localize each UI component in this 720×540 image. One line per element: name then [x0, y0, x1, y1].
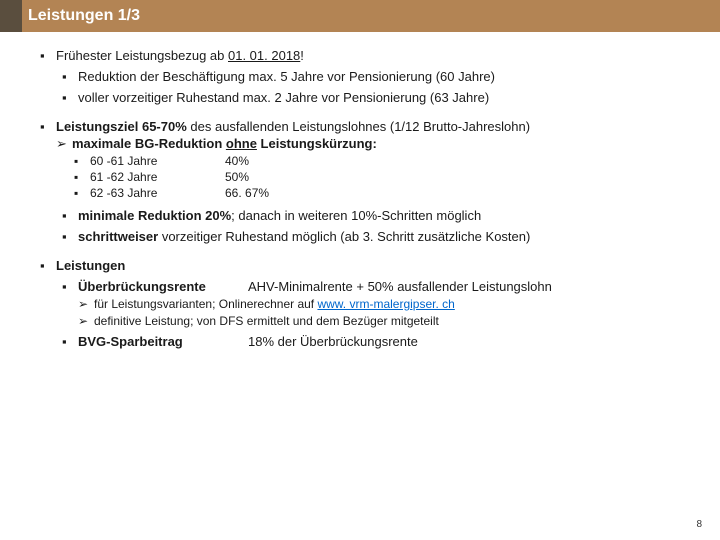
square-bullet-icon: ▪ [40, 119, 50, 134]
square-bullet-icon: ▪ [40, 258, 50, 273]
square-bullet-icon: ▪ [62, 90, 72, 105]
min-bold: minimale Reduktion 20% [78, 208, 231, 223]
earliest-sub-1: ▪ Reduktion der Beschäftigung max. 5 Jah… [62, 69, 696, 84]
square-bullet-icon: ▪ [40, 48, 50, 63]
ziel-arrow-post: Leistungskürzung: [257, 136, 377, 151]
def-bvg: ▪ BVG-Sparbeitrag 18% der Überbrückungsr… [62, 334, 696, 349]
pct-2: 50% [225, 170, 249, 184]
ziel-arrow-pre: maximale BG-Reduktion [72, 136, 226, 151]
age-row-1: ▪ 60 -61 Jahre40% [74, 154, 696, 168]
d1-label: Überbrückungsrente [78, 279, 248, 294]
bullet-earliest: ▪ Frühester Leistungsbezug ab 01. 01. 20… [40, 48, 696, 105]
d2-val: 18% der Überbrückungsrente [248, 334, 696, 349]
title-accent-block [0, 0, 22, 32]
leistungen-heading: Leistungen [56, 258, 696, 273]
age-1: 60 -61 Jahre [90, 154, 225, 168]
age-3: 62 -63 Jahre [90, 186, 225, 200]
square-bullet-icon: ▪ [74, 186, 84, 200]
d1-arrow-1: ➢ für Leistungsvarianten; Onlinerechner … [78, 297, 696, 311]
square-bullet-icon: ▪ [62, 279, 72, 294]
earliest-prefix: Frühester Leistungsbezug ab [56, 48, 228, 63]
d1-a2-text: definitive Leistung; von DFS ermittelt u… [94, 314, 696, 328]
d1-arrow-2: ➢ definitive Leistung; von DFS ermittelt… [78, 314, 696, 328]
earliest-sub-2-text: voller vorzeitiger Ruhestand max. 2 Jahr… [78, 90, 696, 105]
slide-title: Leistungen 1/3 [22, 0, 720, 32]
square-bullet-icon: ▪ [74, 170, 84, 184]
square-bullet-icon: ▪ [62, 69, 72, 84]
square-bullet-icon: ▪ [62, 229, 72, 244]
d1-a1-pre: für Leistungsvarianten; Onlinerechner au… [94, 297, 317, 311]
step-bold: schrittweiser [78, 229, 158, 244]
ziel-sub-step: ▪ schrittweiser vorzeitiger Ruhestand mö… [62, 229, 696, 244]
pct-1: 40% [225, 154, 249, 168]
square-bullet-icon: ▪ [74, 154, 84, 168]
d1-val: AHV-Minimalrente + 50% ausfallender Leis… [248, 279, 696, 294]
min-rest: ; danach in weiteren 10%-Schritten mögli… [231, 208, 481, 223]
title-bar: Leistungen 1/3 [0, 0, 720, 32]
square-bullet-icon: ▪ [62, 208, 72, 223]
vrm-link[interactable]: www. vrm-malergipser. ch [317, 297, 454, 311]
age-row-2: ▪ 61 -62 Jahre50% [74, 170, 696, 184]
earliest-sub-2: ▪ voller vorzeitiger Ruhestand max. 2 Ja… [62, 90, 696, 105]
age-row-3: ▪ 62 -63 Jahre66. 67% [74, 186, 696, 200]
ziel-sub-min: ▪ minimale Reduktion 20%; danach in weit… [62, 208, 696, 223]
pct-3: 66. 67% [225, 186, 269, 200]
def-ueberbrueckungsrente: ▪ Überbrückungsrente AHV-Minimalrente + … [62, 279, 696, 328]
slide-content: ▪ Frühester Leistungsbezug ab 01. 01. 20… [0, 32, 720, 349]
square-bullet-icon: ▪ [62, 334, 72, 349]
ziel-bold: Leistungsziel 65-70% [56, 119, 187, 134]
age-2: 61 -62 Jahre [90, 170, 225, 184]
ziel-rest: des ausfallenden Leistungslohnes (1/12 B… [187, 119, 530, 134]
earliest-suffix: ! [300, 48, 304, 63]
ziel-arrow-u: ohne [226, 136, 257, 151]
d2-label: BVG-Sparbeitrag [78, 334, 248, 349]
page-number: 8 [696, 519, 702, 530]
step-rest: vorzeitiger Ruhestand möglich (ab 3. Sch… [158, 229, 530, 244]
bullet-leistungsziel: ▪ Leistungsziel 65-70% des ausfallenden … [40, 119, 696, 244]
bullet-leistungen: ▪ Leistungen ▪ Überbrückungsrente AHV-Mi… [40, 258, 696, 349]
arrow-right-icon: ➢ [78, 297, 90, 311]
arrow-right-icon: ➢ [56, 136, 68, 152]
earliest-sub-1-text: Reduktion der Beschäftigung max. 5 Jahre… [78, 69, 696, 84]
earliest-date: 01. 01. 2018 [228, 48, 300, 63]
arrow-right-icon: ➢ [78, 314, 90, 328]
